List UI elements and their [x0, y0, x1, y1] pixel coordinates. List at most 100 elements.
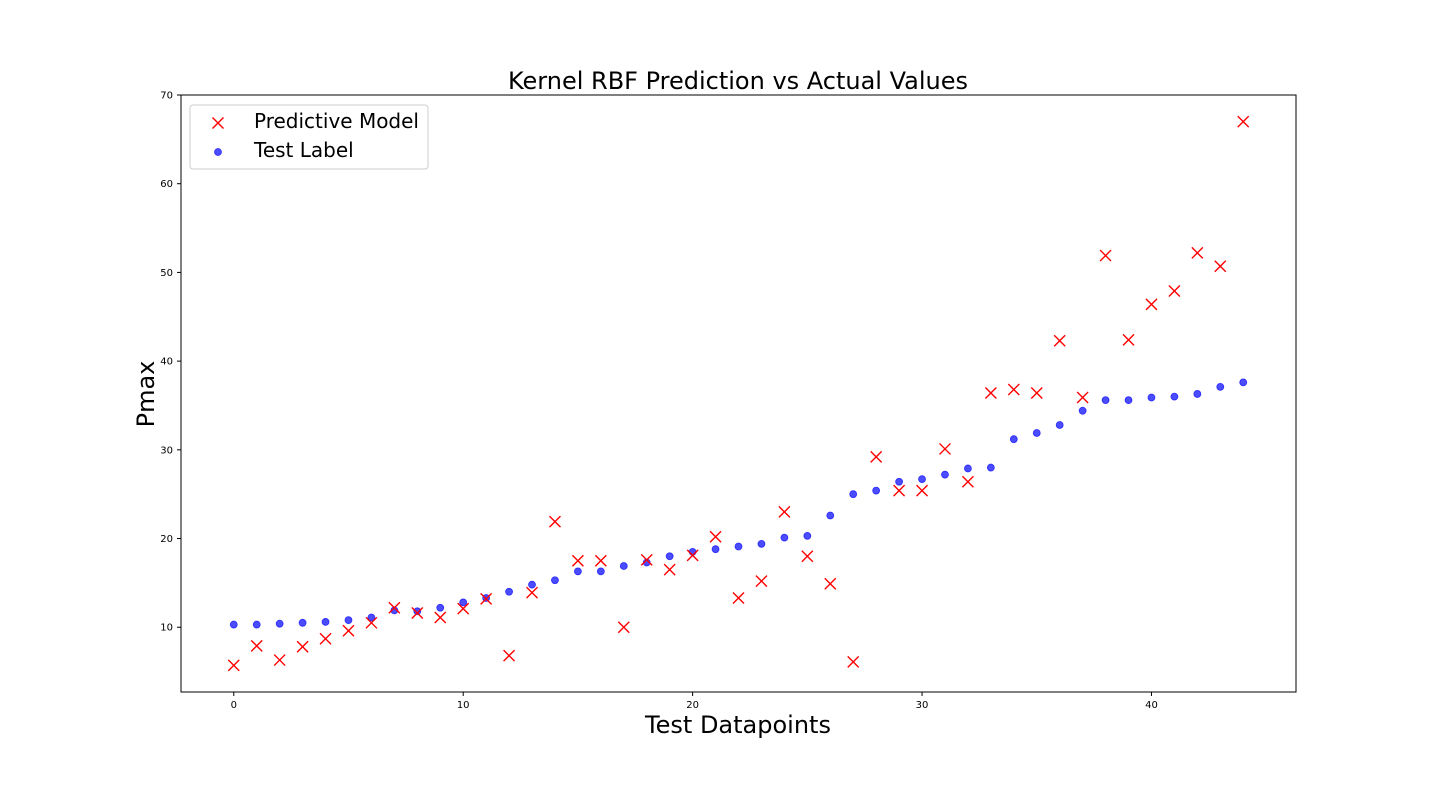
test-label-point: [1009, 435, 1018, 444]
prediction-point: [250, 639, 263, 652]
prediction-point-stroke: [296, 640, 309, 653]
prediction-point-stroke: [824, 577, 837, 590]
test-label-point: [505, 587, 513, 596]
prediction-point: [388, 601, 401, 614]
prediction-point: [824, 577, 837, 590]
test-label-point: [413, 607, 422, 616]
prediction-point: [984, 387, 997, 400]
prediction-point: [273, 654, 286, 667]
legend-label-predictive-model: Predictive Model: [254, 109, 419, 133]
test-label-point: [872, 486, 881, 495]
prediction-point-stroke: [1145, 298, 1158, 311]
prediction-point: [1191, 246, 1204, 259]
prediction-point: [961, 475, 974, 488]
y-tick-label: 40: [160, 357, 173, 368]
test-label-point: [229, 620, 238, 629]
prediction-point: [365, 616, 378, 629]
prediction-point-stroke: [1191, 246, 1204, 259]
prediction-point: [457, 602, 470, 615]
legend-box: [189, 104, 429, 170]
prediction-point: [526, 586, 539, 599]
test-label-point: [941, 470, 949, 479]
x-tick-label: 0: [231, 700, 237, 711]
x-tick-label: 10: [457, 700, 470, 711]
prediction-point: [1099, 249, 1112, 262]
prediction-point: [1053, 334, 1066, 347]
legend: Predictive Model Test Label: [189, 104, 429, 170]
prediction-point: [916, 484, 929, 497]
prediction-point-stroke: [273, 654, 286, 667]
prediction-point-stroke: [893, 484, 906, 497]
prediction-point: [801, 550, 814, 563]
axes-frame: [180, 94, 1297, 693]
test-label-point: [344, 616, 353, 625]
x-tick-label: 40: [1145, 700, 1158, 711]
prediction-point-stroke: [1099, 249, 1112, 262]
y-tick-label: 20: [160, 534, 173, 545]
prediction-point-stroke: [801, 550, 814, 563]
prediction-point: [870, 450, 883, 463]
test-label-point: [711, 545, 720, 554]
prediction-point-stroke: [617, 621, 630, 634]
prediction-point-stroke: [319, 632, 332, 645]
prediction-point-stroke: [709, 530, 722, 543]
prediction-point-stroke: [503, 649, 516, 662]
prediction-point: [1145, 298, 1158, 311]
test-label-point: [895, 477, 903, 486]
prediction-point-stroke: [916, 484, 929, 497]
prediction-point-stroke: [526, 586, 539, 599]
prediction-point: [434, 611, 447, 624]
test-label-point: [596, 567, 605, 576]
test-label-point: [551, 576, 559, 585]
prediction-point-stroke: [365, 616, 378, 629]
prediction-point: [342, 624, 355, 637]
prediction-point-stroke: [548, 515, 561, 528]
prediction-point-stroke: [1007, 383, 1020, 396]
prediction-point-stroke: [1214, 260, 1227, 273]
prediction-point: [663, 563, 676, 576]
test-label-point: [964, 464, 972, 473]
prediction-point: [1214, 260, 1227, 273]
prediction-point: [571, 554, 584, 567]
test-label-point: [1216, 382, 1225, 391]
prediction-point-stroke: [984, 387, 997, 400]
test-label-point: [803, 531, 812, 540]
prediction-point: [755, 575, 768, 588]
test-label-point: [574, 567, 582, 576]
x-tick-label: 30: [916, 700, 929, 711]
prediction-point-stroke: [663, 563, 676, 576]
prediction-point-stroke: [1053, 334, 1066, 347]
prediction-point-stroke: [1122, 333, 1135, 346]
y-tick-label: 50: [160, 268, 173, 279]
prediction-point-stroke: [1168, 285, 1181, 298]
legend-x-marker: [212, 117, 224, 129]
test-label-point: [1101, 396, 1110, 405]
prediction-point: [686, 549, 699, 562]
test-label-point: [1032, 429, 1041, 437]
test-label-point: [459, 598, 468, 607]
test-label-point: [780, 533, 789, 542]
y-tick-label: 10: [160, 623, 173, 634]
series-predictive-model: [227, 115, 1250, 672]
test-label-point: [986, 463, 995, 472]
test-label-point: [1170, 392, 1179, 401]
test-label-point: [734, 542, 743, 551]
legend-label-test-label: Test Label: [253, 138, 354, 162]
prediction-point-stroke: [1076, 391, 1089, 404]
prediction-point: [319, 632, 332, 645]
prediction-point-stroke: [457, 602, 470, 615]
prediction-point: [847, 655, 860, 668]
prediction-point-stroke: [480, 592, 493, 605]
prediction-point: [893, 484, 906, 497]
prediction-point-stroke: [778, 505, 791, 518]
prediction-point: [1076, 391, 1089, 404]
prediction-point: [411, 607, 424, 620]
prediction-point-stroke: [227, 659, 240, 672]
prediction-point-stroke: [847, 655, 860, 668]
y-tick-label: 70: [160, 91, 173, 102]
legend-x-marker-stroke: [212, 117, 224, 129]
prediction-point: [938, 442, 951, 455]
prediction-point-stroke: [250, 639, 263, 652]
prediction-point: [594, 554, 607, 567]
